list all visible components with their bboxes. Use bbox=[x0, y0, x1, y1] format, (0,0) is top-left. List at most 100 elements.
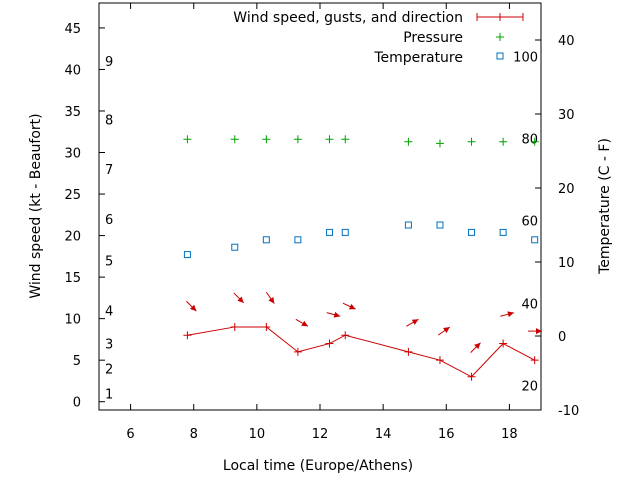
pressure-point bbox=[230, 135, 239, 144]
wind-direction-arrow bbox=[528, 328, 542, 335]
y-tick-label: 30 bbox=[64, 147, 81, 162]
wind-direction-arrow bbox=[233, 292, 245, 304]
fahrenheit-labels: 20 40 60 80 100 bbox=[513, 50, 538, 394]
wind-direction-arrow bbox=[500, 311, 515, 318]
legend-temperature-sample bbox=[496, 52, 504, 60]
y-tick-label: 45 bbox=[64, 22, 81, 37]
wind-speed-point bbox=[499, 339, 508, 348]
series-layer bbox=[183, 135, 542, 381]
pressure-point bbox=[325, 135, 334, 144]
wind-speed-point bbox=[262, 322, 271, 331]
pressure-point bbox=[467, 137, 476, 146]
x-tick-label: 16 bbox=[438, 427, 455, 442]
wind-direction-arrow bbox=[406, 318, 419, 327]
wind-speed-point bbox=[341, 331, 350, 340]
fahrenheit-label: 100 bbox=[513, 50, 538, 65]
wind-direction-arrow bbox=[326, 311, 341, 318]
beaufort-label: 7 bbox=[105, 163, 113, 178]
legend-temperature-marker bbox=[496, 52, 504, 60]
legend-wind-marks bbox=[476, 13, 524, 21]
y-tick-label: 0 bbox=[73, 396, 81, 411]
wind-speed-point bbox=[404, 347, 413, 356]
temperature-point bbox=[436, 221, 444, 229]
legend-pressure-label: Pressure bbox=[403, 30, 463, 46]
x-tick-label: 10 bbox=[249, 427, 266, 442]
y-tick-label: 15 bbox=[64, 271, 81, 286]
pressure-point bbox=[293, 135, 302, 144]
y-tick-label: 10 bbox=[64, 313, 81, 328]
y2-axis-ticks: -10 0 10 20 30 40 bbox=[535, 34, 579, 419]
beaufort-label: 4 bbox=[105, 304, 113, 319]
fahrenheit-label: 60 bbox=[521, 215, 538, 230]
y-axis-ticks: 0 5 10 15 20 25 30 35 40 45 bbox=[64, 22, 105, 411]
y2-tick-label: 40 bbox=[558, 34, 575, 49]
y-tick-label: 20 bbox=[64, 230, 81, 245]
arrow-head bbox=[333, 311, 341, 318]
beaufort-label: 3 bbox=[105, 338, 113, 353]
temperature-point bbox=[325, 228, 333, 236]
wind-speed-point bbox=[467, 372, 476, 381]
wind-direction-arrow bbox=[437, 326, 450, 336]
y2-tick-label: 0 bbox=[558, 330, 566, 345]
temperature-point bbox=[404, 221, 412, 229]
wind-direction-arrow bbox=[186, 300, 197, 312]
wind-speed-point bbox=[293, 347, 302, 356]
arrow-head bbox=[536, 328, 542, 335]
legend-pressure-marker bbox=[496, 33, 504, 41]
beaufort-label: 1 bbox=[105, 387, 113, 402]
pressure-point bbox=[530, 137, 539, 146]
temperature-point bbox=[468, 228, 476, 236]
y-axis-label: Wind speed (kt - Beaufort) bbox=[28, 113, 44, 298]
wind-speed-point bbox=[230, 322, 239, 331]
arrow-head bbox=[237, 296, 244, 303]
legend-temperature-label: Temperature bbox=[373, 50, 463, 66]
y-tick-label: 40 bbox=[64, 63, 81, 78]
y2-axis-label: Temperature (C - F) bbox=[597, 138, 613, 275]
y2-tick-label: 10 bbox=[558, 256, 575, 271]
arrow-head bbox=[443, 327, 450, 333]
temperature-point bbox=[262, 236, 270, 244]
arrow-head bbox=[507, 311, 514, 318]
beaufort-label: 2 bbox=[105, 362, 113, 377]
y-tick-label: 25 bbox=[64, 188, 81, 203]
wind-direction-arrow bbox=[470, 342, 481, 354]
y-tick-label: 35 bbox=[64, 105, 81, 120]
x-axis-ticks: 6 8 10 12 14 16 18 bbox=[126, 3, 518, 442]
x-tick-label: 6 bbox=[126, 427, 134, 442]
legend: Wind speed, gusts, and direction Pressur… bbox=[233, 10, 524, 66]
y-tick-label: 5 bbox=[73, 354, 81, 369]
x-tick-label: 8 bbox=[190, 427, 198, 442]
arrow-head bbox=[301, 320, 308, 327]
y2-tick-label: 20 bbox=[558, 182, 575, 197]
legend-wind-label: Wind speed, gusts, and direction bbox=[233, 10, 463, 26]
wind-speed-line bbox=[187, 326, 535, 378]
beaufort-label: 8 bbox=[105, 113, 113, 128]
wind-speed-point bbox=[183, 331, 192, 340]
legend-wind-sample bbox=[476, 13, 524, 21]
temperature-point bbox=[341, 228, 349, 236]
pressure-point bbox=[435, 139, 444, 148]
pressure-point bbox=[183, 135, 192, 144]
wind-direction-arrow bbox=[342, 302, 356, 310]
pressure-point bbox=[404, 137, 413, 146]
arrow-head bbox=[474, 342, 481, 350]
x-tick-label: 18 bbox=[501, 427, 518, 442]
temperature-point bbox=[294, 236, 302, 244]
y2-tick-label: 30 bbox=[558, 108, 575, 123]
fahrenheit-label: 80 bbox=[521, 132, 538, 147]
beaufort-label: 6 bbox=[105, 213, 113, 228]
arrow-head bbox=[348, 303, 356, 310]
temperature-point bbox=[499, 228, 507, 236]
beaufort-label: 9 bbox=[105, 55, 113, 70]
wind-speed-point bbox=[325, 339, 334, 348]
arrow-head bbox=[411, 319, 419, 325]
temperature-point bbox=[531, 236, 539, 244]
fahrenheit-label: 20 bbox=[521, 380, 538, 395]
legend-pressure-sample bbox=[496, 33, 504, 41]
y2-tick-label: -10 bbox=[558, 404, 579, 419]
x-axis-label: Local time (Europe/Athens) bbox=[223, 458, 413, 474]
wind-direction-arrow bbox=[295, 318, 309, 327]
x-tick-label: 12 bbox=[312, 427, 329, 442]
wind-speed-point bbox=[435, 356, 444, 365]
